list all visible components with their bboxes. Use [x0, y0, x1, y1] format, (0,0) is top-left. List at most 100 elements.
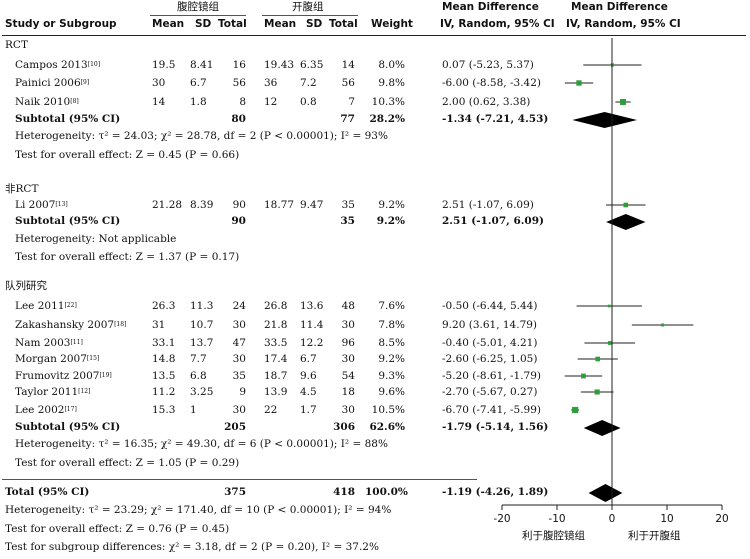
- subtotal-weight: 62.6%: [369, 421, 405, 433]
- study-ref: [15]: [86, 355, 100, 362]
- ci-cell: -5.20 (-8.61, -1.79): [442, 370, 541, 382]
- sd1-cell: 11.3: [190, 300, 214, 312]
- table-row: Frumovitz 2007[19]: [15, 370, 112, 383]
- weight-cell: 7.6%: [378, 300, 405, 312]
- x-tick-label: 0: [608, 513, 616, 525]
- header-md-text-2: IV, Random, 95% CI: [440, 18, 555, 30]
- weight-cell: 8.5%: [378, 337, 405, 349]
- weight-cell: 8.0%: [378, 59, 405, 71]
- header-group1: 腹腔镜组: [177, 1, 219, 13]
- total1-cell: 9: [239, 386, 246, 398]
- sd1-cell: 3.25: [190, 386, 214, 398]
- weight-cell: 9.2%: [378, 353, 405, 365]
- ci-cell: -0.40 (-5.01, 4.21): [442, 337, 538, 349]
- ci-cell: -2.60 (-6.25, 1.05): [442, 353, 538, 365]
- favours-right-label: 利于开腹组: [628, 530, 681, 542]
- sd2-cell: 9.47: [300, 199, 324, 211]
- heterogeneity-text: Heterogeneity: Not applicable: [15, 233, 177, 245]
- sd2-cell: 6.7: [300, 353, 317, 365]
- effect-square: [581, 373, 586, 379]
- mean1-cell: 15.3: [152, 404, 176, 416]
- weight-cell: 9.6%: [378, 386, 405, 398]
- effect-square: [576, 80, 582, 86]
- effect-square: [595, 356, 601, 362]
- study-ref: [12]: [78, 388, 91, 395]
- study-ref: [11]: [70, 339, 83, 346]
- total1-cell: 24: [232, 300, 246, 312]
- table-row: Nam 2003[11]: [15, 337, 83, 350]
- sd1-cell: 7.7: [190, 353, 207, 365]
- study-name: Li 2007: [15, 199, 56, 211]
- study-ref: [8]: [70, 98, 79, 105]
- study-name: Campos 2013: [15, 59, 88, 71]
- header-md-text-1: Mean Difference: [442, 1, 539, 13]
- table-row: Taylor 2011[12]: [15, 386, 90, 399]
- subtotal-n1: 80: [231, 113, 246, 125]
- header-total2: Total: [329, 18, 358, 30]
- study-name: Nam 2003: [15, 337, 71, 349]
- sd1-cell: 8.39: [190, 199, 214, 211]
- effect-square: [661, 323, 665, 327]
- total1-cell: 35: [232, 370, 246, 382]
- sd1-cell: 1: [190, 404, 197, 416]
- x-tick-label: -20: [493, 513, 511, 525]
- total2-cell: 56: [341, 77, 355, 89]
- total2-cell: 30: [341, 404, 355, 416]
- study-name: Taylor 2011: [15, 386, 79, 398]
- header-group2: 开腹组: [292, 1, 324, 13]
- study-ref: [10]: [87, 61, 101, 68]
- subtotal-ci: -1.79 (-5.14, 1.56): [442, 421, 549, 433]
- sd1-cell: 1.8: [190, 96, 207, 108]
- group1-underline: [150, 15, 246, 16]
- footer-heterogeneity: Heterogeneity: τ² = 23.29; χ² = 171.40, …: [5, 504, 392, 516]
- ci-cell: 2.51 (-1.07, 6.09): [442, 199, 534, 211]
- summary-diamond: [572, 112, 637, 128]
- subtotal-n2: 77: [340, 113, 355, 125]
- mean2-cell: 22: [264, 404, 278, 416]
- favours-left-label: 利于腹腔镜组: [522, 530, 585, 542]
- summary-diamond: [588, 484, 623, 502]
- footer-subgroup: Test for subgroup differences: χ² = 3.18…: [5, 541, 379, 553]
- x-tick-label: 10: [660, 513, 674, 525]
- heterogeneity-text: Heterogeneity: τ² = 16.35; χ² = 49.30, d…: [15, 438, 388, 450]
- weight-cell: 10.5%: [371, 404, 405, 416]
- mean2-cell: 36: [264, 77, 278, 89]
- total-label: Total (95% CI): [5, 486, 90, 498]
- mean1-cell: 14: [152, 96, 166, 108]
- header-weight: Weight: [371, 18, 413, 30]
- weight-cell: 10.3%: [371, 96, 405, 108]
- mean1-cell: 13.5: [152, 370, 176, 382]
- table-row: Zakashansky 2007[18]: [15, 319, 126, 332]
- ci-cell: 2.00 (0.62, 3.38): [442, 96, 531, 108]
- total1-cell: 56: [232, 77, 246, 89]
- total2-cell: 48: [341, 300, 355, 312]
- effect-square: [594, 389, 600, 395]
- subtotal-weight: 28.2%: [369, 113, 405, 125]
- subgroup-heading: 非RCT: [5, 183, 39, 195]
- subtotal-label: Subtotal (95% CI): [15, 113, 121, 125]
- mean2-cell: 12: [264, 96, 278, 108]
- sd1-cell: 6.7: [190, 77, 207, 89]
- sd2-cell: 0.8: [300, 96, 317, 108]
- sd2-cell: 1.7: [300, 404, 317, 416]
- header-md-plot-1: Mean Difference: [571, 1, 668, 13]
- x-tick-label: 20: [715, 513, 729, 525]
- mean2-cell: 33.5: [264, 337, 288, 349]
- sd1-cell: 8.41: [190, 59, 214, 71]
- header-mean1: Mean: [152, 18, 185, 30]
- header-mean2: Mean: [264, 18, 297, 30]
- total2-cell: 7: [348, 96, 355, 108]
- table-row: Painici 2006[9]: [15, 77, 89, 90]
- subtotal-n1: 205: [224, 421, 246, 433]
- sd2-cell: 13.6: [300, 300, 324, 312]
- subtotal-n2: 306: [333, 421, 355, 433]
- total1-cell: 30: [232, 404, 246, 416]
- total-n1: 375: [224, 486, 246, 498]
- overall-effect-text: Test for overall effect: Z = 0.45 (P = 0…: [15, 149, 240, 161]
- ci-cell: -0.50 (-6.44, 5.44): [442, 300, 538, 312]
- study-name: Painici 2006: [15, 77, 81, 89]
- subtotal-label: Subtotal (95% CI): [15, 215, 121, 227]
- mean1-cell: 11.2: [152, 386, 176, 398]
- total1-cell: 30: [232, 353, 246, 365]
- total2-cell: 18: [341, 386, 355, 398]
